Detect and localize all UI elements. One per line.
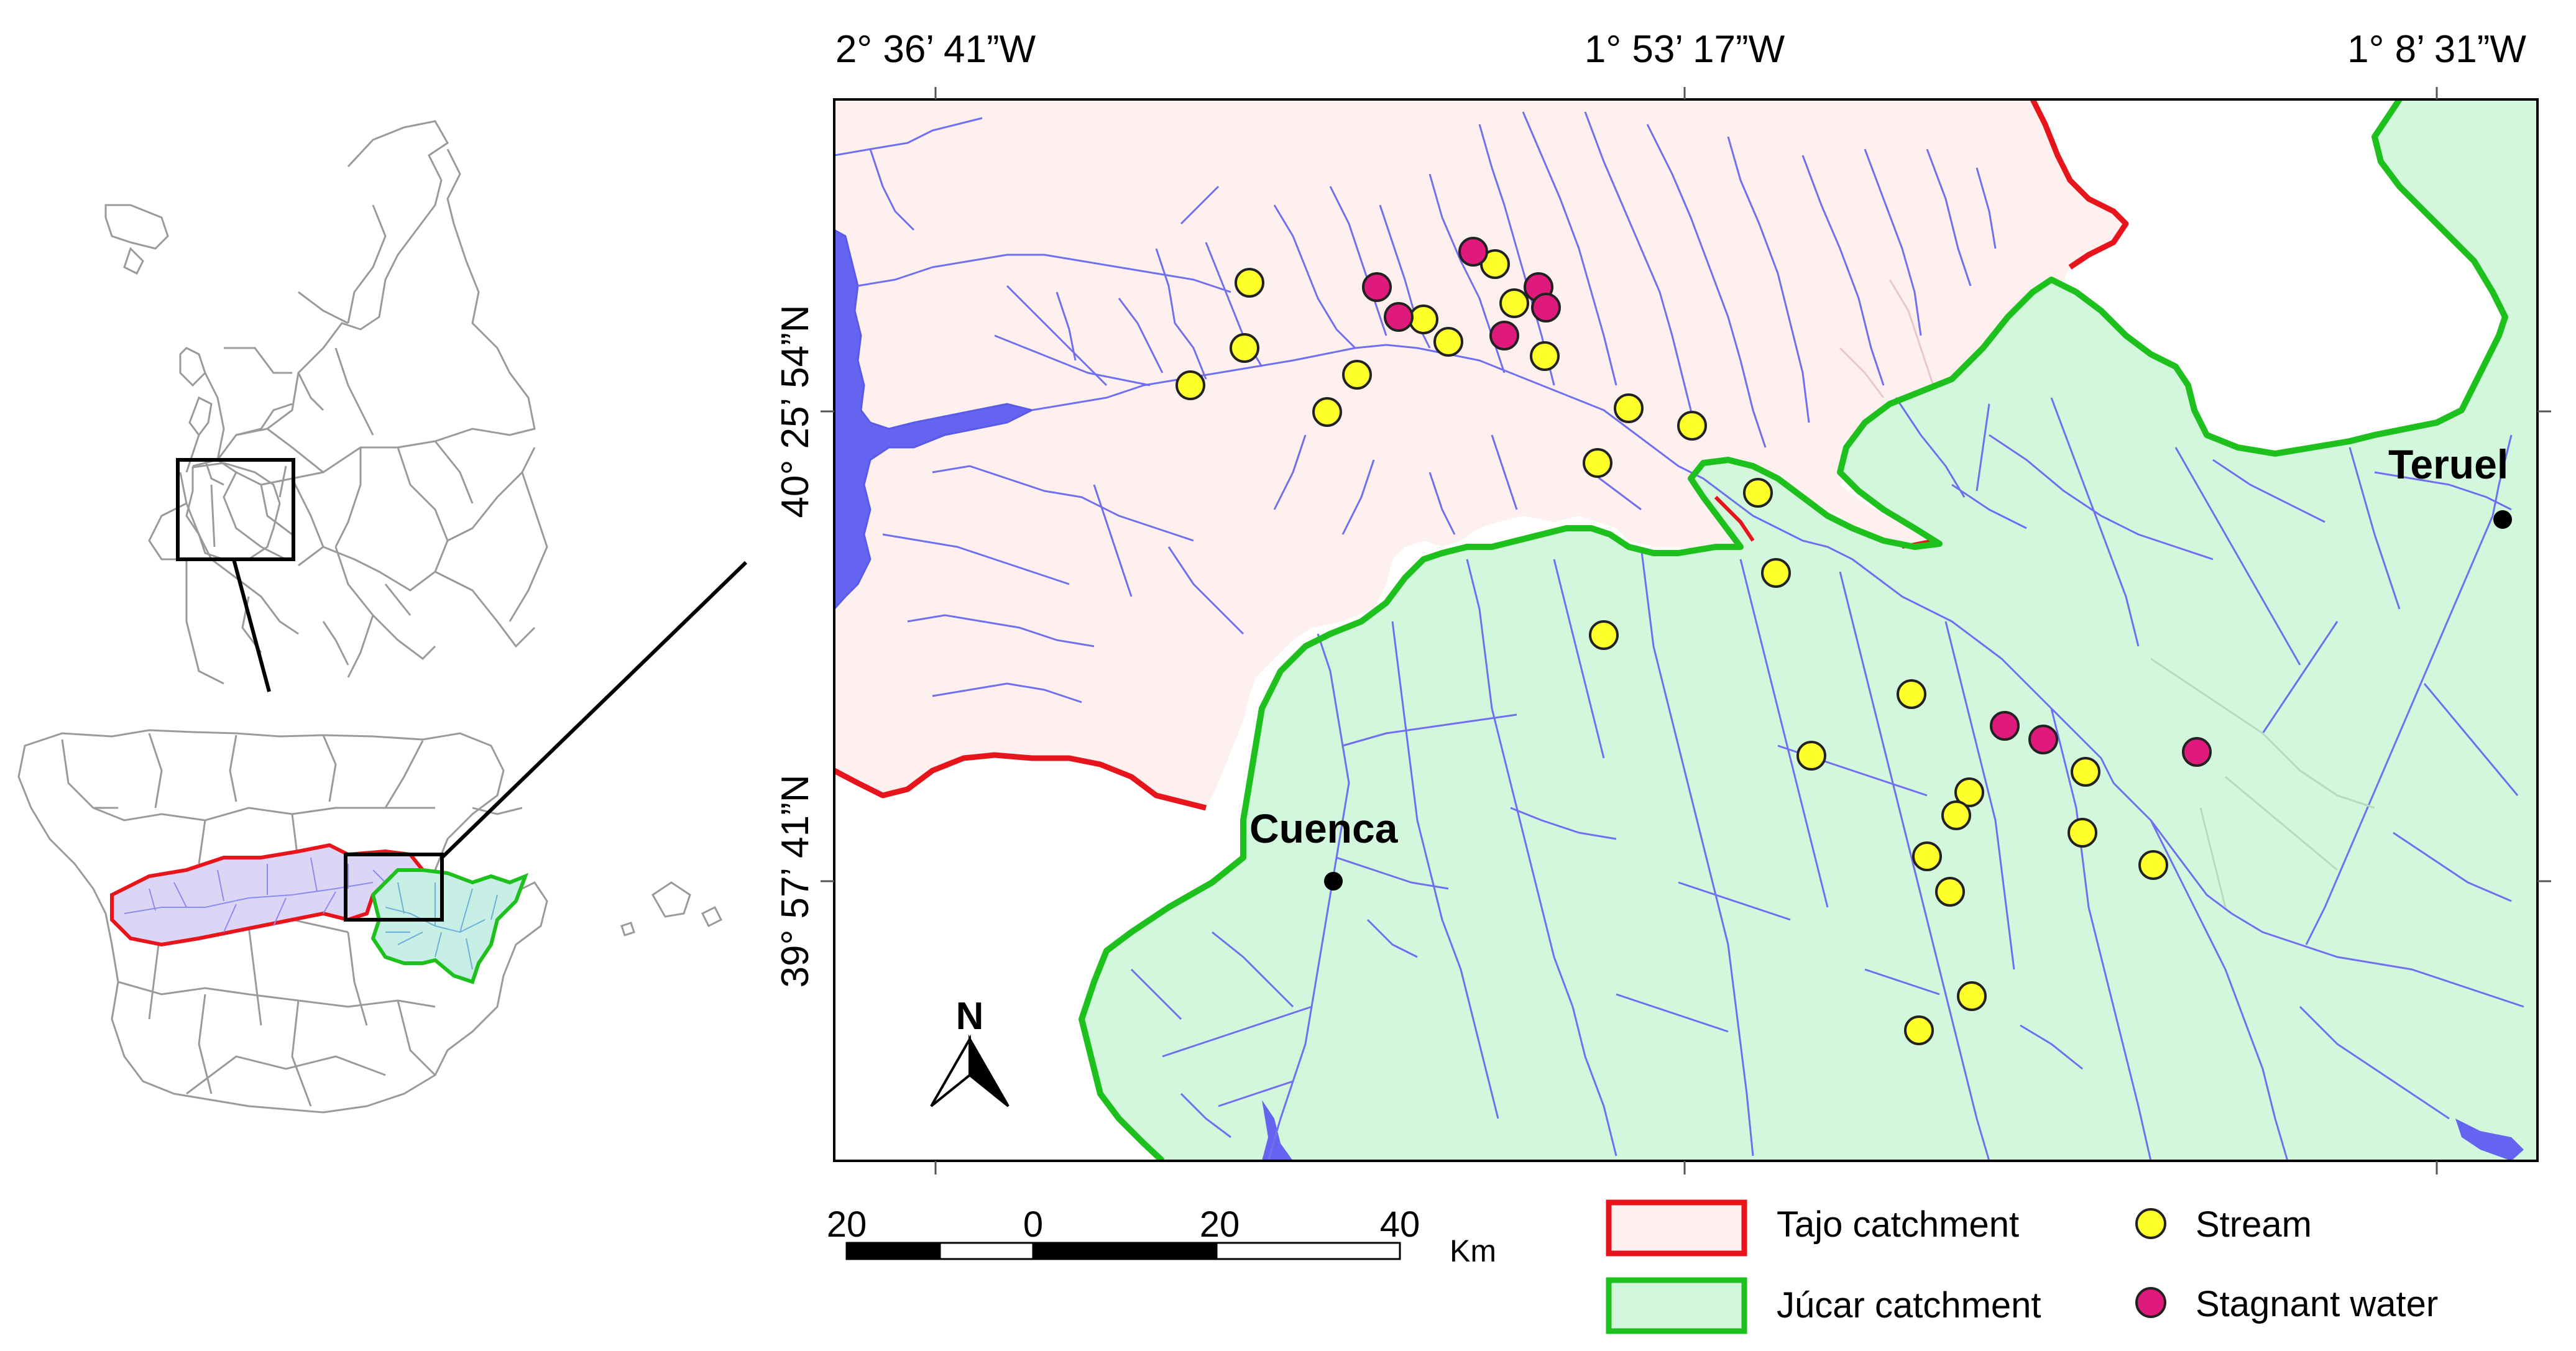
- stagnant-site-marker: [1531, 293, 1561, 323]
- stream-site-marker: [1342, 360, 1372, 390]
- stream-site-marker: [2068, 818, 2097, 848]
- stream-site-marker: [1409, 305, 1438, 334]
- city-label: Cuenca: [1249, 805, 1399, 851]
- scale-bar: 20 0 20 40 Km: [827, 1204, 1496, 1268]
- place-cuenca: Cuenca: [1249, 805, 1399, 891]
- main-map: [834, 99, 2537, 1161]
- sampling-sites: [1175, 237, 2212, 1045]
- legend-jucar-label: Júcar catchment: [1777, 1285, 2041, 1326]
- scale-unit: Km: [1450, 1234, 1496, 1268]
- stream-site-marker: [1589, 620, 1619, 650]
- stream-site-marker: [1499, 288, 1529, 318]
- scale-label: 40: [1380, 1204, 1420, 1245]
- stream-site-marker: [1796, 741, 1826, 771]
- north-arrow-right-half: [968, 1034, 1010, 1107]
- stagnant-site-marker: [1384, 302, 1414, 332]
- stream-site-marker: [1935, 877, 1965, 907]
- legend-tajo-swatch: [1606, 1199, 1747, 1257]
- north-arrow-label: N: [956, 995, 984, 1038]
- side-coordinate-label: 40° 25’ 54”N: [774, 305, 817, 518]
- inset-jucar-catchment: [370, 868, 529, 984]
- north-arrow: N: [930, 995, 1010, 1107]
- legend: Tajo catchment Júcar catchment Stream St…: [1606, 1199, 2438, 1334]
- stream-site-marker: [1743, 478, 1773, 508]
- stagnant-site-marker: [1489, 321, 1519, 350]
- stream-site-marker: [1941, 800, 1971, 830]
- river-network: [834, 111, 2524, 1161]
- stream-site-marker: [2071, 757, 2100, 787]
- top-coordinate-label: 1° 8’ 31”W: [2347, 28, 2526, 71]
- stream-site-marker: [1897, 679, 1926, 709]
- legend-stagnant-label: Stagnant water: [2196, 1284, 2438, 1324]
- stream-site-marker: [1912, 841, 1942, 871]
- europe-inset: [104, 120, 548, 685]
- legend-stagnant-symbol: [2135, 1287, 2166, 1318]
- stream-site-marker: [1312, 397, 1342, 427]
- place-teruel: Teruel: [2388, 441, 2512, 529]
- stream-site-marker: [1530, 341, 1560, 371]
- reservoir: [834, 229, 1035, 611]
- inset-connector-lower: [440, 561, 748, 859]
- inset-jucar-rivers: [385, 882, 498, 970]
- reservoir-south: [1262, 1100, 1293, 1161]
- stream-site-marker: [1954, 777, 1984, 807]
- scale-label: 20: [827, 1204, 867, 1245]
- top-coordinate-label: 2° 36’ 41”W: [835, 28, 1036, 71]
- stream-site-marker: [1904, 1015, 1934, 1045]
- jucar-catchment-area: [1082, 99, 2537, 1161]
- stream-site-marker: [1677, 411, 1707, 441]
- stream-site-marker: [2138, 850, 2168, 880]
- city-dot: [1324, 872, 1343, 891]
- reservoir-southeast: [2455, 1119, 2524, 1161]
- inset-connector-upper: [232, 559, 271, 692]
- inset-tajo-rivers: [124, 857, 386, 933]
- map-frame: [833, 98, 2539, 1162]
- city-label: Teruel: [2388, 441, 2508, 487]
- study-area-locator-box: [344, 853, 444, 922]
- stagnant-site-marker: [1458, 237, 1488, 267]
- city-dot: [2493, 510, 2512, 529]
- legend-stream-symbol: [2135, 1208, 2166, 1239]
- legend-tajo-label: Tajo catchment: [1777, 1204, 2019, 1245]
- iberia-inset: [185, 462, 281, 561]
- stagnant-site-marker: [1990, 711, 2020, 741]
- secondary-boundaries-tajo: [1839, 279, 1934, 398]
- stream-site-marker: [1230, 333, 1259, 363]
- stream-site-marker: [1761, 558, 1791, 588]
- graticule-ticks: [821, 87, 2551, 1175]
- stagnant-site-marker: [2182, 737, 2212, 767]
- tajo-catchment-boundary: [2030, 99, 2129, 270]
- coordinate-labels: 2° 36’ 41”W 1° 53’ 17”W 1° 8’ 31”W 40° 2…: [774, 28, 2526, 988]
- legend-jucar-swatch: [1606, 1277, 1747, 1334]
- scale-label: 20: [1200, 1204, 1240, 1245]
- stream-site-marker: [1433, 327, 1463, 357]
- stream-site-marker: [1175, 370, 1205, 400]
- scale-label: 0: [1023, 1204, 1043, 1245]
- stagnant-site-marker: [2028, 725, 2058, 754]
- stream-site-marker: [1614, 393, 1644, 423]
- side-coordinate-label: 39° 57’ 41”N: [774, 774, 817, 987]
- legend-stream-label: Stream: [2196, 1204, 2312, 1245]
- jucar-catchment-boundary: [1079, 99, 2508, 1161]
- secondary-boundaries: [2150, 657, 2375, 908]
- stream-site-marker: [1957, 981, 1987, 1011]
- tajo-catchment-boundary-west: [834, 752, 1207, 811]
- tajo-catchment-area: [834, 99, 2126, 808]
- stagnant-site-marker: [1362, 272, 1392, 302]
- top-coordinate-label: 1° 53’ 17”W: [1585, 28, 1785, 71]
- stream-site-marker: [1583, 448, 1612, 478]
- stream-site-marker: [1235, 268, 1264, 298]
